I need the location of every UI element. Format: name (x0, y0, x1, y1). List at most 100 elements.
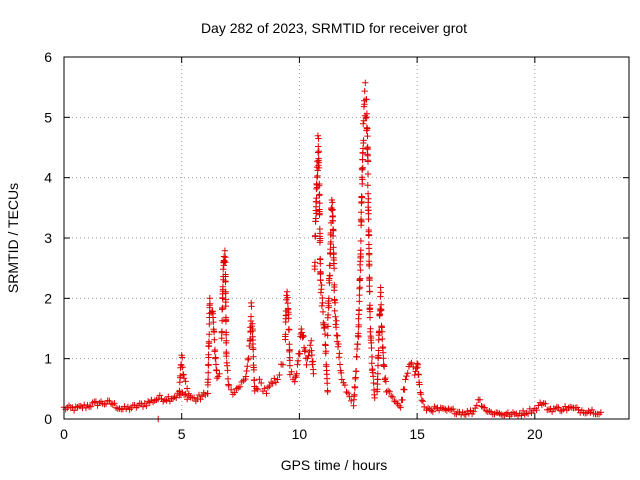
data-point (325, 302, 332, 309)
x-tick-label: 10 (292, 426, 308, 442)
data-point (143, 402, 150, 409)
data-point (286, 346, 293, 353)
data-point (324, 380, 331, 387)
data-point (256, 376, 263, 383)
data-point (318, 281, 325, 289)
data-point (244, 363, 251, 370)
data-point (355, 307, 363, 314)
data-point (294, 357, 302, 364)
data-point (365, 232, 373, 239)
data-point (356, 275, 364, 282)
data-point (364, 125, 371, 132)
data-point (366, 288, 373, 295)
data-point (286, 341, 293, 348)
data-point (370, 373, 377, 380)
data-point (316, 210, 323, 217)
data-point (245, 355, 252, 362)
data-point (223, 329, 230, 336)
data-point (109, 401, 116, 408)
data-point (361, 101, 368, 108)
data-point (365, 210, 372, 217)
data-point (365, 215, 372, 223)
data-point (316, 237, 324, 244)
grid (64, 57, 629, 419)
data-point (316, 191, 323, 198)
data-point (204, 376, 212, 383)
data-point (363, 96, 370, 103)
data-point (370, 379, 377, 387)
data-point (326, 279, 333, 287)
data-point (291, 378, 298, 385)
data-point (330, 265, 338, 272)
data-point (197, 396, 204, 403)
data-point (431, 403, 438, 410)
data-point (206, 320, 213, 328)
data-point (368, 360, 375, 367)
data-point (519, 407, 527, 415)
data-point (324, 332, 331, 339)
data-point (421, 403, 428, 411)
data-point (206, 300, 214, 307)
data-point (250, 346, 257, 353)
data-point (211, 346, 219, 354)
data-point (315, 148, 322, 155)
data-point (415, 371, 422, 378)
data-point (314, 172, 321, 180)
data-point (205, 340, 213, 347)
data-point (366, 314, 374, 321)
data-point (356, 298, 363, 305)
data-point (264, 384, 272, 391)
data-point (231, 389, 238, 396)
data-point (139, 403, 147, 410)
data-point (315, 135, 322, 142)
data-point (414, 361, 422, 368)
data-point (316, 199, 323, 207)
data-point (329, 199, 336, 206)
data-point (332, 313, 339, 320)
data-point (336, 361, 344, 368)
x-tick-label: 20 (527, 426, 543, 442)
data-point (364, 182, 371, 189)
data-point (462, 411, 469, 418)
data-point (368, 344, 375, 352)
data-point (303, 361, 310, 369)
data-point (210, 318, 217, 326)
data-point (366, 308, 374, 315)
data-point (324, 388, 331, 396)
data-point (358, 194, 366, 201)
data-point (338, 369, 345, 377)
data-point (251, 377, 258, 384)
data-point (271, 375, 278, 382)
data-point (315, 164, 323, 172)
data-point (111, 400, 118, 407)
data-point (357, 266, 364, 274)
data-point (588, 406, 596, 414)
x-tick-label: 0 (60, 426, 68, 442)
data-point (314, 132, 322, 139)
data-point (87, 403, 95, 410)
data-point (382, 374, 389, 382)
data-point (184, 385, 191, 392)
data-point (359, 164, 366, 171)
data-point (223, 352, 230, 360)
data-point (249, 336, 257, 344)
data-point (299, 332, 307, 339)
data-point (374, 370, 381, 377)
data-point (341, 381, 349, 389)
data-point (206, 331, 213, 338)
data-point (210, 328, 218, 336)
data-point (313, 194, 320, 202)
data-point (300, 333, 307, 340)
data-point (597, 409, 604, 416)
data-point (221, 247, 229, 254)
data-point (389, 393, 396, 401)
x-axis-label: GPS time / hours (281, 457, 388, 473)
data-point (220, 266, 227, 273)
data-point (333, 317, 340, 324)
data-point (298, 329, 305, 336)
tick-labels: 0 5 10 15 20 0 1 2 3 4 5 6 (44, 49, 543, 442)
data-point (351, 391, 358, 398)
data-point (285, 326, 293, 334)
data-point (190, 394, 198, 401)
